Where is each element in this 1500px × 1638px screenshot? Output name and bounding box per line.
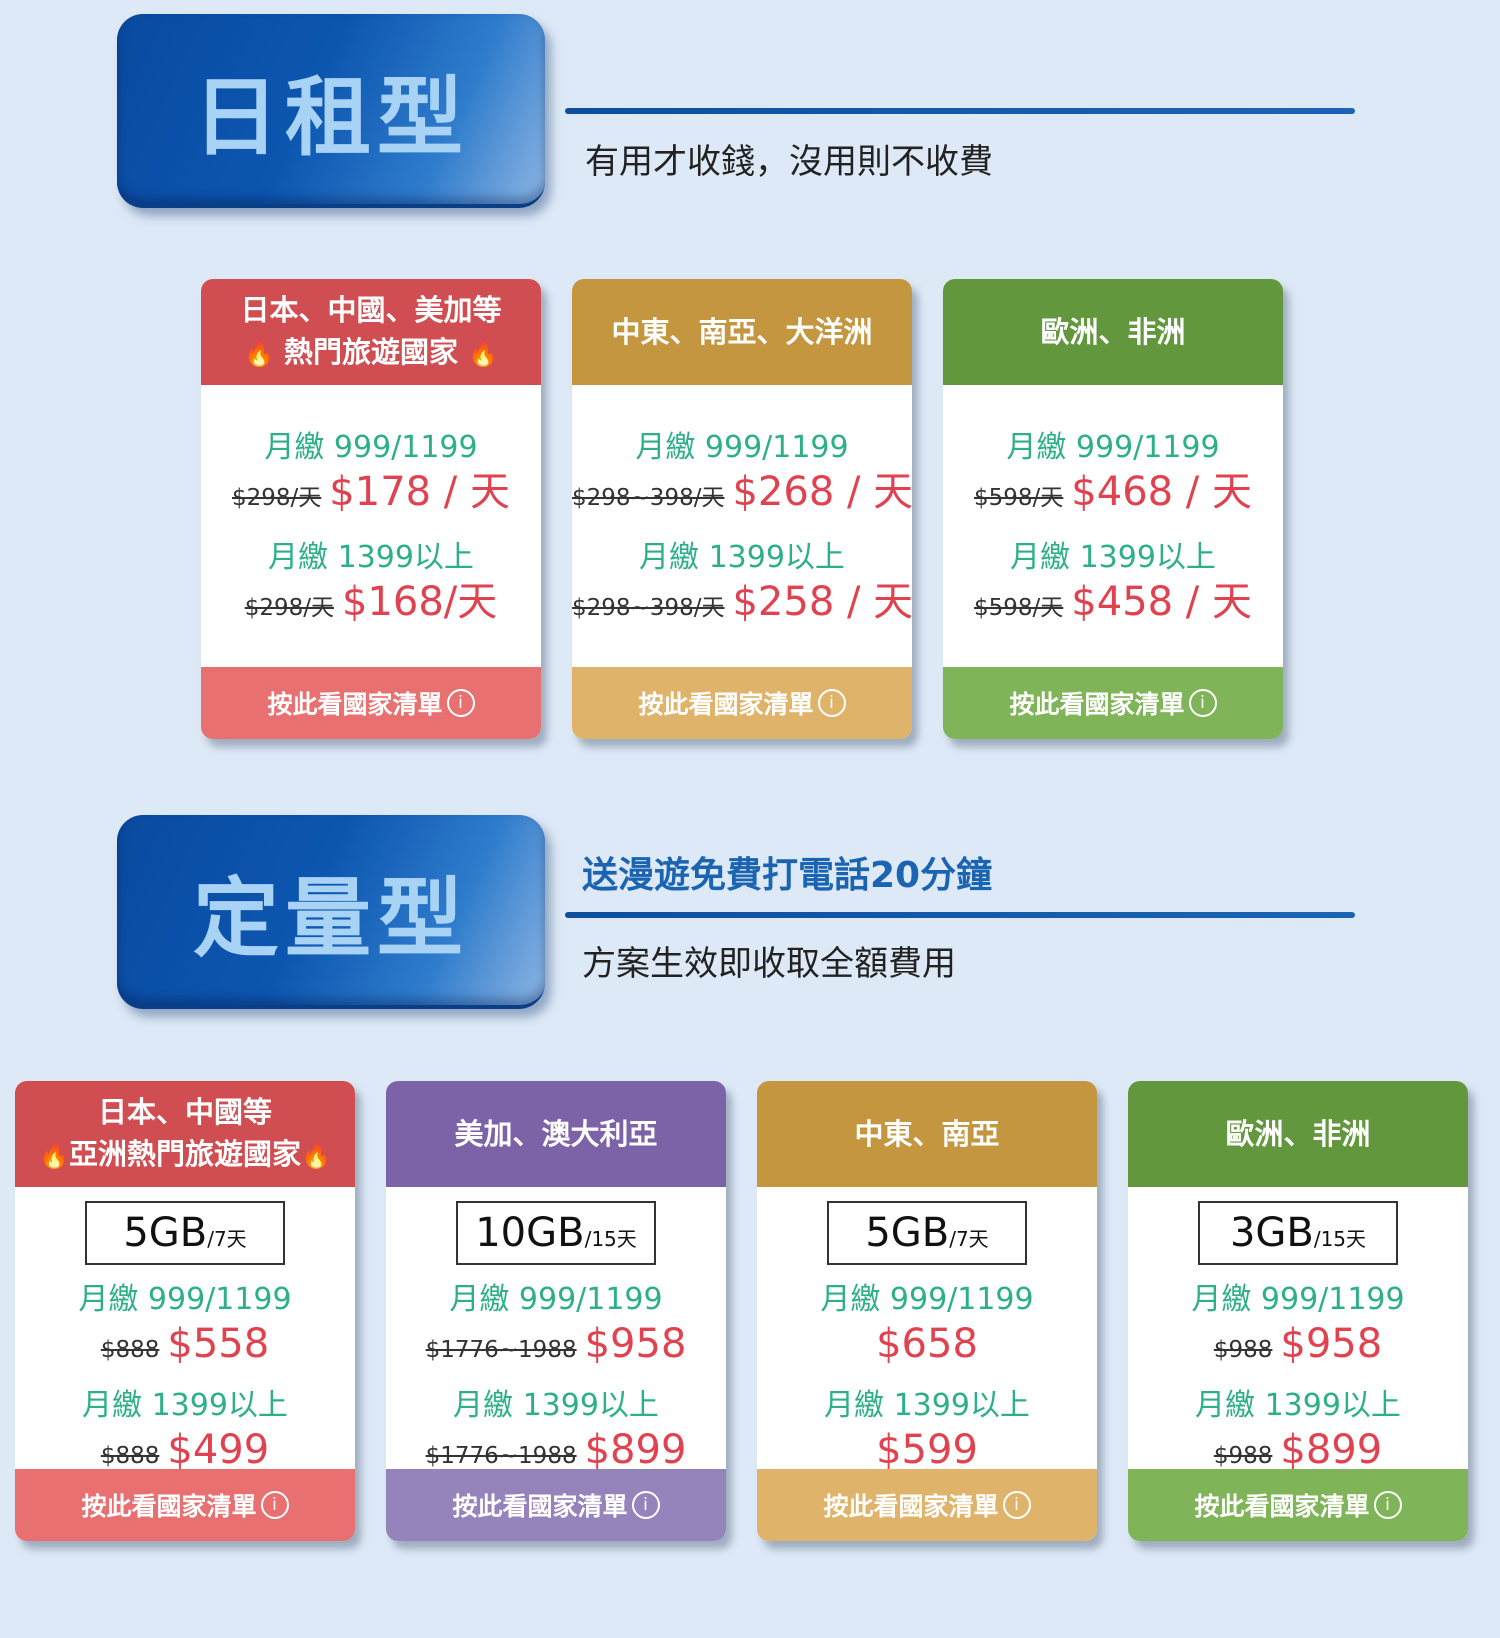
country-list-button[interactable]: 按此看國家清單 i [943, 667, 1283, 739]
country-list-button[interactable]: 按此看國家清單 i [201, 667, 541, 739]
card-body: 月繳 999/1199 $298/天 $178 / 天 月繳 1399以上 $29… [201, 385, 541, 667]
country-list-button[interactable]: 按此看國家清單 i [572, 667, 912, 739]
daily-section-title: 日租型 [117, 14, 545, 208]
original-price: $598/天 [974, 485, 1064, 511]
info-icon: i [631, 1491, 660, 1519]
country-list-button[interactable]: 按此看國家清單 i [15, 1469, 355, 1541]
card-region: 歐洲、非洲 [1225, 1117, 1371, 1151]
info-icon: i [817, 689, 846, 717]
original-price: $888 [100, 1337, 160, 1363]
daily-card-hot-destinations: 日本、中國、美加等 🔥 熱門旅遊國家 🔥 月繳 999/1199 $298/天 $… [201, 279, 541, 739]
card-region: 中東、南亞、大洋洲 [611, 315, 873, 349]
original-price: $298~398/天 [572, 485, 725, 511]
card-region: 歐洲、非洲 [1040, 315, 1186, 349]
sale-price: $958 [1280, 1321, 1383, 1367]
fire-icon: 🔥 [39, 1142, 69, 1170]
sale-price: $658 [876, 1321, 978, 1367]
sale-price: $458 / 天 [1071, 579, 1252, 625]
card-body: 月繳 999/1199 $598/天 $468 / 天 月繳 1399以上 $59… [943, 385, 1283, 667]
sale-price: $899 [584, 1427, 687, 1473]
tier-premium: 月繳 1399以上 [453, 1388, 659, 1423]
card-header: 日本、中國、美加等 🔥 熱門旅遊國家 🔥 [201, 279, 541, 385]
fixed-divider [565, 912, 1355, 918]
tier-premium: 月繳 1399以上 [82, 1388, 288, 1423]
fixed-card-asia: 日本、中國等 🔥亞洲熱門旅遊國家🔥 5GB/7天 月繳 999/1199 $88… [15, 1081, 355, 1541]
original-price: $298/天 [232, 485, 322, 511]
tier-premium: 月繳 1399以上 [268, 540, 474, 575]
info-icon: i [446, 689, 475, 717]
info-icon: i [260, 1491, 289, 1519]
data-allowance: 5GB/7天 [827, 1201, 1027, 1265]
tier-premium: 月繳 1399以上 [639, 540, 845, 575]
fixed-note: 送漫遊免費打電話20分鐘 [582, 855, 993, 896]
card-region: 日本、中國等 [97, 1095, 272, 1129]
card-region: 日本、中國、美加等 [240, 293, 502, 327]
data-allowance: 5GB/7天 [85, 1201, 285, 1265]
country-list-button[interactable]: 按此看國家清單 i [1128, 1469, 1468, 1541]
sale-price: $258 / 天 [732, 579, 912, 625]
card-header: 歐洲、非洲 [943, 279, 1283, 385]
original-price: $888 [100, 1443, 160, 1469]
data-allowance: 10GB/15天 [456, 1201, 656, 1265]
sale-price: $558 [167, 1321, 270, 1367]
card-region: 美加、澳大利亞 [454, 1117, 658, 1151]
card-body: 月繳 999/1199 $298~398/天 $268 / 天 月繳 1399以上… [572, 385, 912, 667]
original-price: $1776~1988 [425, 1443, 577, 1469]
card-body: 5GB/7天 月繳 999/1199 $658 月繳 1399以上 $599 [757, 1187, 1097, 1473]
original-price: $298/天 [244, 595, 334, 621]
daily-card-europe-africa: 歐洲、非洲 月繳 999/1199 $598/天 $468 / 天 月繳 1399… [943, 279, 1283, 739]
fixed-card-americas-australia: 美加、澳大利亞 10GB/15天 月繳 999/1199 $1776~1988 $… [386, 1081, 726, 1541]
tier-standard: 月繳 999/1199 [449, 1282, 663, 1317]
sale-price: $168/天 [342, 579, 498, 625]
daily-subtitle: 有用才收錢，沒用則不收費 [585, 142, 993, 182]
tier-premium: 月繳 1399以上 [824, 1388, 1030, 1423]
country-list-button[interactable]: 按此看國家清單 i [386, 1469, 726, 1541]
original-price: $1776~1988 [425, 1337, 577, 1363]
card-region: 中東、南亞 [854, 1117, 1000, 1151]
fixed-card-europe-africa: 歐洲、非洲 3GB/15天 月繳 999/1199 $988 $958 月繳 13… [1128, 1081, 1468, 1541]
data-allowance: 3GB/15天 [1198, 1201, 1398, 1265]
card-region-sub: 亞洲熱門旅遊國家 [68, 1137, 301, 1171]
card-body: 5GB/7天 月繳 999/1199 $888 $558 月繳 1399以上 $8… [15, 1187, 355, 1473]
info-icon: i [1188, 689, 1217, 717]
tier-standard: 月繳 999/1199 [1191, 1282, 1405, 1317]
sale-price: $468 / 天 [1071, 469, 1252, 515]
tier-standard: 月繳 999/1199 [635, 430, 849, 465]
fire-icon: 🔥 [243, 340, 274, 368]
tier-standard: 月繳 999/1199 [78, 1282, 292, 1317]
original-price: $988 [1213, 1337, 1273, 1363]
card-header: 美加、澳大利亞 [386, 1081, 726, 1187]
original-price: $298~398/天 [572, 595, 725, 621]
original-price: $988 [1213, 1443, 1273, 1469]
fixed-subtitle: 方案生效即收取全額費用 [582, 944, 956, 984]
original-price: $598/天 [974, 595, 1064, 621]
card-body: 10GB/15天 月繳 999/1199 $1776~1988 $958 月繳 1… [386, 1187, 726, 1473]
card-header: 中東、南亞、大洋洲 [572, 279, 912, 385]
sale-price: $178 / 天 [329, 469, 510, 515]
tier-standard: 月繳 999/1199 [1006, 430, 1220, 465]
tier-premium: 月繳 1399以上 [1010, 540, 1216, 575]
sale-price: $899 [1280, 1427, 1383, 1473]
fixed-card-middle-east: 中東、南亞 5GB/7天 月繳 999/1199 $658 月繳 1399以上 … [757, 1081, 1097, 1541]
sale-price: $268 / 天 [732, 469, 912, 515]
country-list-button[interactable]: 按此看國家清單 i [757, 1469, 1097, 1541]
tier-standard: 月繳 999/1199 [820, 1282, 1034, 1317]
fire-icon: 🔥 [468, 340, 498, 368]
fixed-section-title: 定量型 [117, 815, 545, 1009]
daily-divider [565, 108, 1355, 114]
info-icon: i [1002, 1491, 1031, 1519]
sale-price: $958 [584, 1321, 687, 1367]
card-region-sub: 熱門旅遊國家 [283, 335, 458, 369]
card-header: 日本、中國等 🔥亞洲熱門旅遊國家🔥 [15, 1081, 355, 1187]
daily-card-middle-east: 中東、南亞、大洋洲 月繳 999/1199 $298~398/天 $268 / 天… [572, 279, 912, 739]
fire-icon: 🔥 [301, 1142, 331, 1170]
tier-standard: 月繳 999/1199 [264, 430, 478, 465]
info-icon: i [1373, 1491, 1402, 1519]
card-header: 中東、南亞 [757, 1081, 1097, 1187]
sale-price: $499 [167, 1427, 270, 1473]
card-header: 歐洲、非洲 [1128, 1081, 1468, 1187]
sale-price: $599 [876, 1427, 978, 1473]
tier-premium: 月繳 1399以上 [1195, 1388, 1401, 1423]
card-body: 3GB/15天 月繳 999/1199 $988 $958 月繳 1399以上 $… [1128, 1187, 1468, 1473]
